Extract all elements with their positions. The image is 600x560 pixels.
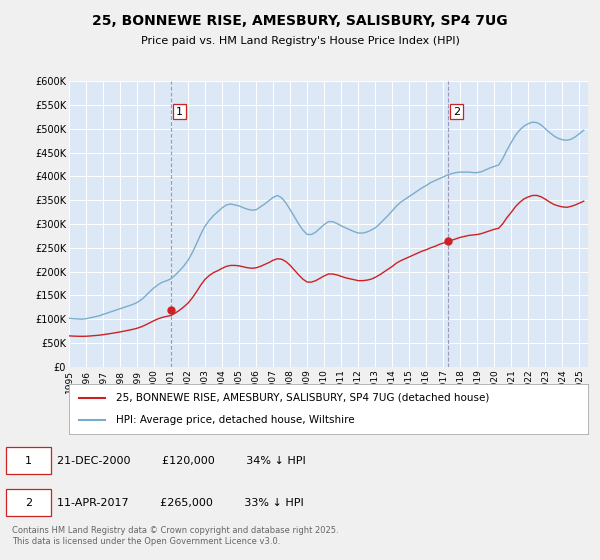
FancyBboxPatch shape: [6, 489, 51, 516]
Text: 1: 1: [176, 106, 183, 116]
Text: 11-APR-2017         £265,000         33% ↓ HPI: 11-APR-2017 £265,000 33% ↓ HPI: [57, 498, 304, 507]
Text: Contains HM Land Registry data © Crown copyright and database right 2025.
This d: Contains HM Land Registry data © Crown c…: [12, 526, 338, 546]
Text: 1: 1: [25, 456, 32, 465]
FancyBboxPatch shape: [6, 447, 51, 474]
Text: 2: 2: [25, 498, 32, 507]
Text: 21-DEC-2000         £120,000         34% ↓ HPI: 21-DEC-2000 £120,000 34% ↓ HPI: [57, 456, 306, 465]
Text: 25, BONNEWE RISE, AMESBURY, SALISBURY, SP4 7UG (detached house): 25, BONNEWE RISE, AMESBURY, SALISBURY, S…: [116, 393, 489, 403]
Text: 2: 2: [453, 106, 460, 116]
Text: Price paid vs. HM Land Registry's House Price Index (HPI): Price paid vs. HM Land Registry's House …: [140, 36, 460, 46]
Text: 25, BONNEWE RISE, AMESBURY, SALISBURY, SP4 7UG: 25, BONNEWE RISE, AMESBURY, SALISBURY, S…: [92, 14, 508, 28]
Text: HPI: Average price, detached house, Wiltshire: HPI: Average price, detached house, Wilt…: [116, 415, 355, 425]
